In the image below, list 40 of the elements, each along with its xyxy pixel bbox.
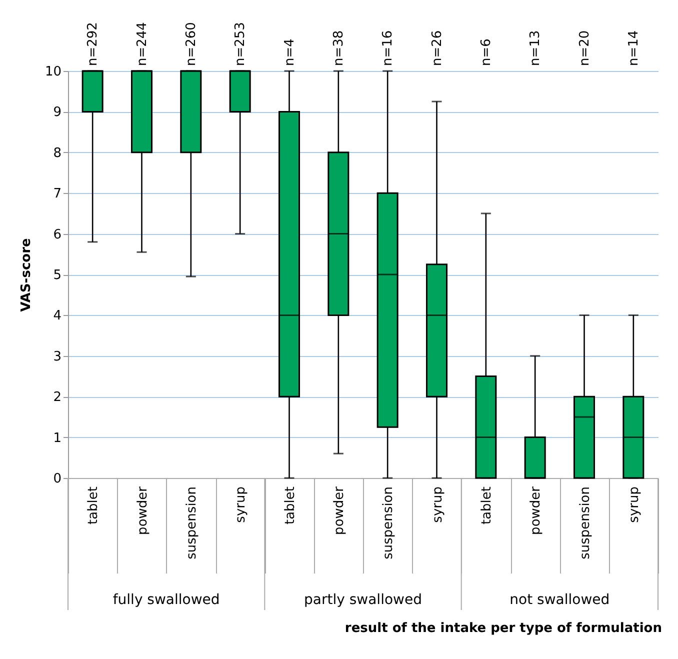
y-tick-label: 5 xyxy=(53,268,62,283)
x-tick-label: suspension xyxy=(381,486,396,560)
text: partly swallowed xyxy=(304,592,422,608)
x-tick-label: powder xyxy=(332,486,347,535)
text: n=4 xyxy=(282,38,298,66)
text: n=260 xyxy=(184,22,199,66)
x-tick-label: tablet xyxy=(282,486,298,525)
x-tick-label: powder xyxy=(528,486,544,535)
text: n=38 xyxy=(331,30,346,66)
x-tick-label: suspension xyxy=(578,486,593,560)
x-tick-label: tablet xyxy=(86,486,102,525)
y-tick-label: 8 xyxy=(53,146,62,161)
y-tick-label: 9 xyxy=(53,105,62,120)
text: n=16 xyxy=(380,30,396,66)
text: n=292 xyxy=(86,22,101,66)
x-tick-label: suspension xyxy=(184,486,200,560)
text: n=26 xyxy=(430,30,445,66)
text: n=20 xyxy=(577,30,592,66)
x-axis-title: result of the intake per type of formulation xyxy=(344,621,662,636)
x-tick-label: syrup xyxy=(430,486,446,523)
text: n=14 xyxy=(626,30,642,66)
text: fully swallowed xyxy=(112,592,220,608)
y-tick-label: 0 xyxy=(53,472,62,486)
y-tick-label: 7 xyxy=(53,186,62,202)
y-tick-label: 2 xyxy=(53,390,62,406)
text: n=253 xyxy=(233,22,248,66)
text: n=6 xyxy=(478,38,494,66)
y-axis-title: VAS-score xyxy=(18,238,34,312)
x-tick-label: syrup xyxy=(234,486,249,523)
y-tick-label: 4 xyxy=(53,308,62,324)
y-tick-label: 3 xyxy=(53,349,62,364)
text: not swallowed xyxy=(510,592,610,608)
x-tick-label: tablet xyxy=(479,486,494,525)
x-tick-label: powder xyxy=(135,486,150,535)
x-tick-label: syrup xyxy=(626,486,642,523)
y-tick-label: 1 xyxy=(53,430,62,446)
text: n=244 xyxy=(134,22,150,66)
y-tick-label: 6 xyxy=(53,227,62,242)
y-tick-label: 10 xyxy=(44,64,62,80)
text: n=13 xyxy=(528,30,544,66)
